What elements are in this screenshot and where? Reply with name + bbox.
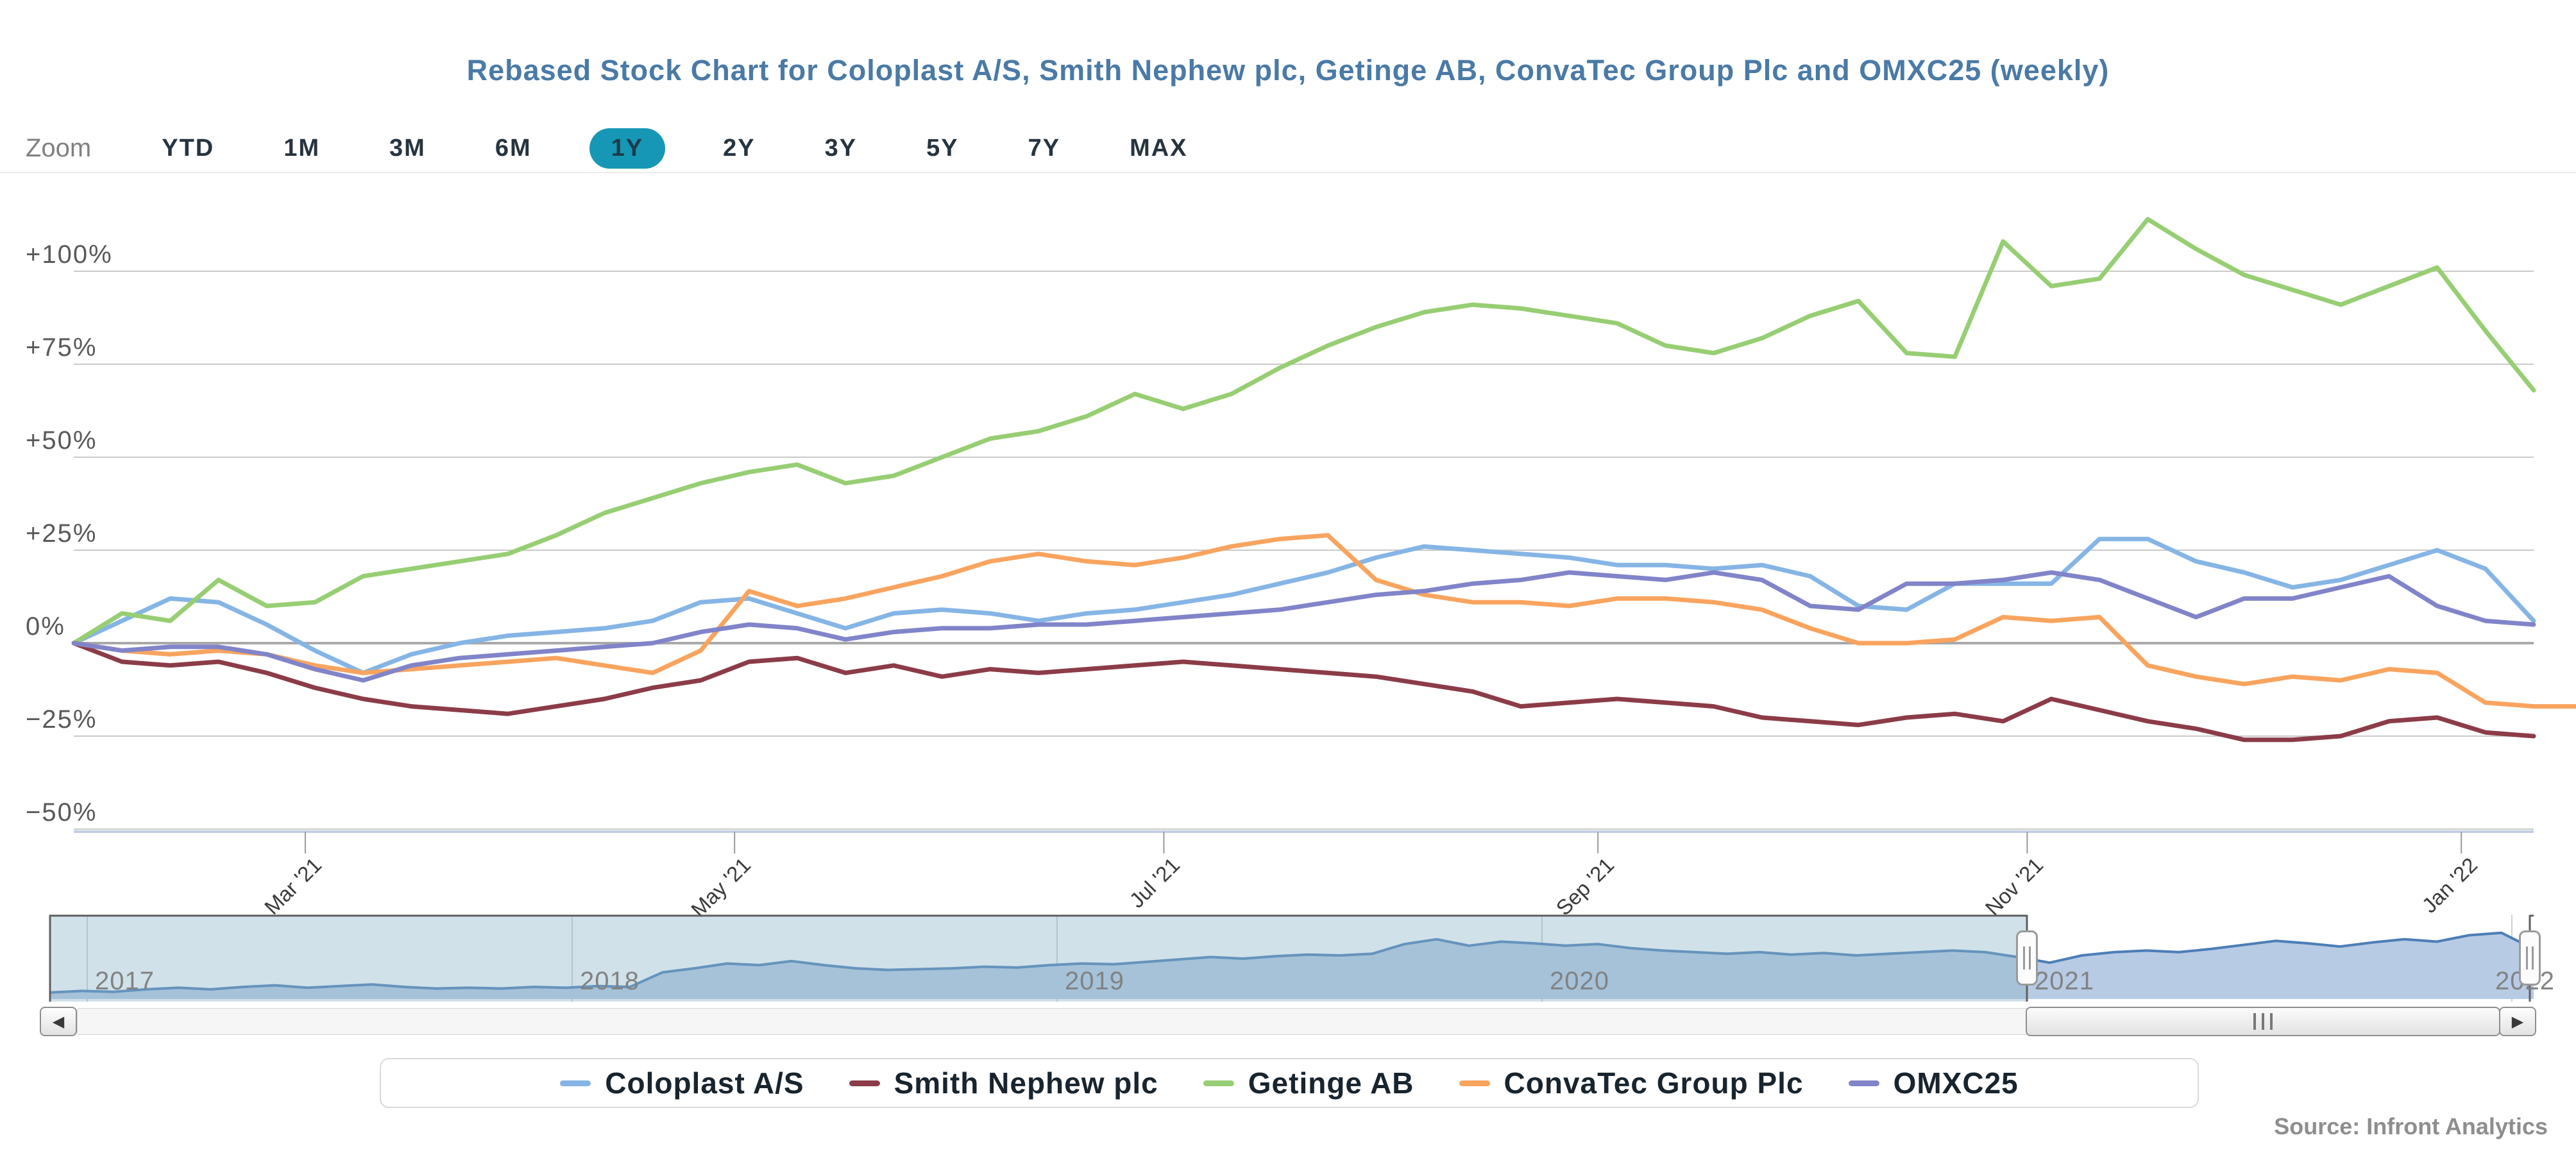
navigator-left-handle[interactable] xyxy=(2016,930,2038,986)
zoom-button-5y[interactable]: 5Y xyxy=(926,134,959,162)
y-tick-label: +25% xyxy=(26,519,97,548)
scrollbar-left-button[interactable]: ◀ xyxy=(40,1007,77,1036)
zoom-button-7y[interactable]: 7Y xyxy=(1028,134,1061,162)
zoom-button-1y[interactable]: 1Y xyxy=(589,128,666,169)
navigator-year-2021: 2021 xyxy=(2035,967,2094,995)
y-tick-label: +50% xyxy=(26,426,97,455)
scrollbar-thumb[interactable] xyxy=(2026,1007,2500,1036)
scrollbar-right-button[interactable]: ▶ xyxy=(2499,1007,2536,1036)
page-title: Rebased Stock Chart for Coloplast A/S, S… xyxy=(466,54,2110,87)
legend-label: Getinge AB xyxy=(1248,1066,1414,1100)
zoom-buttons: YTD 1M 3M 6M 1Y 2Y 3Y 5Y 7Y MAX xyxy=(150,128,1245,169)
legend-swatch xyxy=(1203,1080,1234,1086)
zoom-toolbar: Zoom YTD 1M 3M 6M 1Y 2Y 3Y 5Y 7Y MAX xyxy=(26,126,1246,171)
y-tick-label: +75% xyxy=(26,333,97,362)
legend-item-smith-nephew-plc[interactable]: Smith Nephew plc xyxy=(849,1066,1158,1100)
y-tick-label: −50% xyxy=(26,798,97,827)
range-navigator[interactable] xyxy=(0,911,2576,1039)
y-tick-label: +100% xyxy=(26,240,113,269)
legend-item-coloplast-a-s[interactable]: Coloplast A/S xyxy=(560,1066,804,1100)
zoom-button-3m[interactable]: 3M xyxy=(389,134,426,162)
legend-label: ConvaTec Group Plc xyxy=(1504,1066,1804,1100)
y-tick-label: 0% xyxy=(26,612,65,641)
zoom-button-ytd[interactable]: YTD xyxy=(162,134,215,162)
navigator-year-2020: 2020 xyxy=(1550,967,1609,995)
legend-label: OMXC25 xyxy=(1893,1066,2019,1100)
y-tick-label: −25% xyxy=(26,705,97,734)
navigator-year-2017: 2017 xyxy=(95,967,155,995)
zoom-button-2y[interactable]: 2Y xyxy=(723,134,756,162)
source-credit: Source: Infront Analytics xyxy=(2274,1113,2548,1139)
legend-label: Coloplast A/S xyxy=(605,1066,804,1100)
zoom-label: Zoom xyxy=(26,133,92,162)
legend-swatch xyxy=(1459,1080,1490,1086)
zoom-button-3y[interactable]: 3Y xyxy=(824,134,858,162)
legend-item-getinge-ab[interactable]: Getinge AB xyxy=(1203,1066,1414,1100)
legend-item-omxc25[interactable]: OMXC25 xyxy=(1848,1066,2019,1100)
legend: Coloplast A/S Smith Nephew plc Getinge AB C… xyxy=(380,1058,2199,1108)
navigator-year-2018: 2018 xyxy=(580,967,640,995)
navigator-right-handle[interactable] xyxy=(2519,930,2541,986)
zoom-button-max[interactable]: MAX xyxy=(1130,134,1188,162)
legend-swatch xyxy=(849,1080,880,1086)
right-arrow-icon: ▶ xyxy=(2511,1012,2524,1030)
navigator-year-2019: 2019 xyxy=(1065,967,1124,995)
legend-label: Smith Nephew plc xyxy=(894,1066,1158,1100)
main-chart[interactable] xyxy=(0,173,2576,904)
toolbar-separator xyxy=(0,172,2576,173)
legend-swatch xyxy=(1848,1080,1879,1086)
left-arrow-icon: ◀ xyxy=(52,1012,65,1030)
legend-swatch xyxy=(560,1080,591,1086)
legend-item-convatec-group-plc[interactable]: ConvaTec Group Plc xyxy=(1459,1066,1804,1100)
zoom-button-1m[interactable]: 1M xyxy=(284,134,321,162)
zoom-button-6m[interactable]: 6M xyxy=(495,134,532,162)
